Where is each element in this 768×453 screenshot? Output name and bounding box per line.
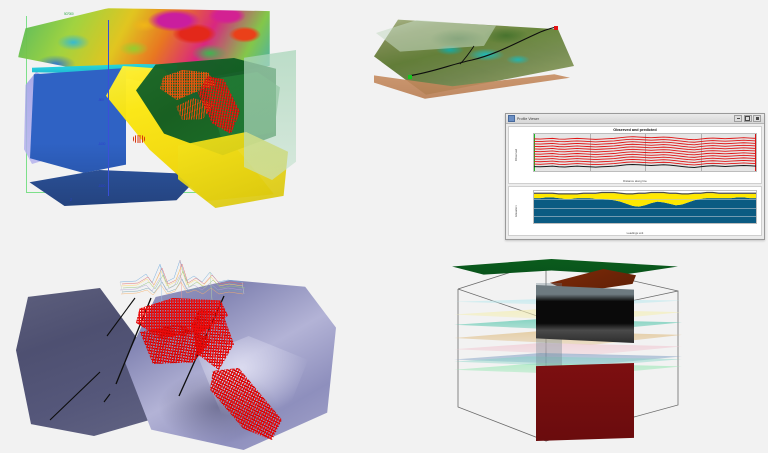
surface-cyan-conductor [32, 64, 177, 73]
surface-far-wall [244, 50, 296, 180]
panel-3d-ore-surfaces[interactable] [8, 250, 343, 450]
chart-plot-area[interactable] [533, 190, 757, 224]
window-icon [508, 115, 515, 122]
block-front-section-face [536, 285, 634, 343]
chart-xlabel: Leadings unit [626, 230, 644, 235]
panel-3d-voxel-model[interactable]: 507000 4000 -500 -1000 -1500 Z [8, 2, 308, 217]
window-title: Profile Viewer [517, 116, 540, 121]
chart-title: Observed and predicted [613, 127, 657, 132]
gridline-h [534, 215, 756, 217]
panel-3d-stratigraphic-block[interactable] [440, 255, 690, 445]
chart-series-lines [534, 134, 756, 171]
axis-label-z: Z [70, 198, 72, 202]
axis-tick-northing: 507000 [64, 12, 74, 16]
chart-ylabel: Observed [514, 148, 519, 162]
profile-viewer-window[interactable]: Profile Viewer Observed and predicted Ob… [505, 113, 765, 240]
window-body: Observed and predicted Observed Distance… [506, 124, 764, 238]
axis-tick-z-1: -500 [98, 98, 104, 102]
axis-tick-z-3: -1500 [98, 184, 106, 188]
window-titlebar[interactable]: Profile Viewer [506, 114, 764, 124]
gridline-h [534, 199, 756, 201]
chart-observed-predicted[interactable]: Observed and predicted Observed Distance… [508, 126, 762, 184]
profile-line-icon [407, 26, 557, 77]
axis-vertical-z [108, 20, 109, 196]
chart-xlabel: Distance along line [623, 178, 647, 183]
block-blue-basement [30, 68, 126, 173]
profile-start-line [534, 134, 535, 171]
chart-plot-area[interactable] [533, 133, 757, 172]
profile-end-line [755, 134, 756, 171]
axis-corner [26, 16, 27, 20]
chart-ylabel: Elevation [513, 205, 518, 217]
layer-teal-lower [454, 356, 682, 367]
ore-cluster-small [133, 135, 145, 143]
axis-tick-z-2: -1000 [98, 142, 106, 146]
maximize-button[interactable] [743, 115, 752, 122]
window-controls[interactable] [734, 115, 762, 122]
panel-3d-terrain-dem[interactable] [370, 8, 582, 108]
layer-deep-red-basement-face [536, 363, 634, 441]
profile-end-marker [554, 26, 558, 30]
close-button[interactable] [753, 115, 761, 122]
inset-wireframe-plot [119, 259, 246, 303]
profile-start-marker [408, 75, 412, 79]
gridline-v [700, 134, 702, 171]
gridline-h [534, 207, 756, 209]
chart-section-profile[interactable]: Elevation Leadings unit [508, 186, 762, 236]
gridline-v [589, 134, 591, 171]
minimize-button[interactable] [734, 115, 742, 122]
